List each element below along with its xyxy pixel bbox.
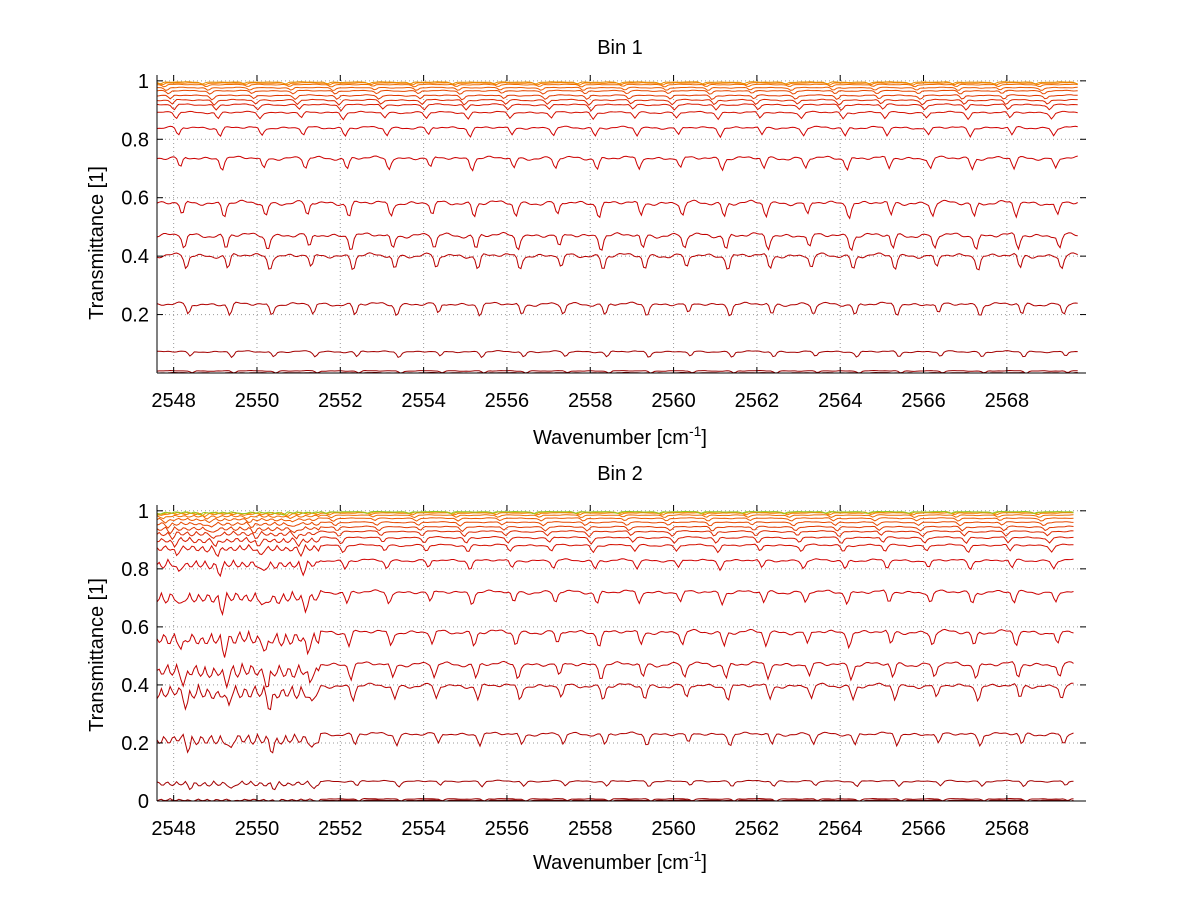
x-axis-label: Wavenumber [cm-1]: [533, 848, 707, 874]
series-line: [156, 535, 1074, 548]
y-axis-label: Transmittance [1]: [86, 166, 108, 320]
x-tick-label: 2552: [318, 818, 363, 840]
series-line: [156, 301, 1078, 317]
series-line: [156, 628, 1074, 658]
series-line: [156, 369, 1078, 374]
x-axis-label: Wavenumber [cm-1]: [533, 423, 707, 449]
x-tick-label: 2558: [568, 818, 613, 840]
series-line: [156, 779, 1074, 791]
series-line: [156, 525, 1074, 535]
series-line: [156, 155, 1078, 172]
x-tick-label: 2568: [985, 818, 1030, 840]
x-tick-label: 2564: [818, 818, 863, 840]
chart-title: Bin 2: [597, 463, 643, 485]
x-tick-label: 2552: [318, 390, 363, 412]
x-tick-label: 2556: [485, 818, 530, 840]
series-line: [156, 660, 1074, 690]
x-tick-label: 2550: [235, 818, 280, 840]
series-line: [156, 125, 1078, 139]
x-tick-label: 2564: [818, 390, 863, 412]
y-tick-label: 0.6: [121, 188, 149, 210]
chart-panel-bin-2: Bin 2 Transmittance [1] Wavenumber [cm-1…: [86, 463, 1086, 874]
x-tick-label: 2548: [151, 390, 196, 412]
x-tick-label: 2560: [651, 390, 696, 412]
y-tick-label: 0: [138, 791, 149, 813]
series-line: [156, 514, 1074, 520]
x-tick-label: 2554: [401, 390, 446, 412]
y-tick-label: 1: [138, 501, 149, 523]
x-tick-label: 2568: [985, 390, 1030, 412]
y-tick-label: 0.8: [121, 559, 149, 581]
x-tick-label: 2556: [485, 390, 530, 412]
y-axis-label: Transmittance [1]: [86, 578, 108, 732]
y-tick-label: 0.4: [121, 675, 149, 697]
series-line: [156, 510, 1074, 516]
series-line: [156, 94, 1078, 101]
series-line: [156, 558, 1074, 578]
y-tick-label: 0.8: [121, 129, 149, 151]
series-line: [156, 521, 1074, 529]
series-line: [156, 231, 1078, 252]
x-tick-label: 2548: [151, 818, 196, 840]
x-tick-label: 2560: [651, 818, 696, 840]
x-tick-label: 2562: [735, 390, 780, 412]
x-tick-label: 2566: [901, 818, 946, 840]
series-line: [157, 86, 1078, 91]
x-tick-label: 2554: [401, 818, 446, 840]
series-line: [156, 731, 1074, 754]
chart-panel-bin-1: Bin 1 Transmittance [1] Wavenumber [cm-1…: [86, 37, 1086, 449]
series-line: [156, 682, 1074, 711]
x-tick-label: 2562: [735, 818, 780, 840]
series-line: [156, 543, 1074, 558]
series-line: [156, 350, 1078, 359]
chart-title: Bin 1: [597, 37, 643, 59]
series-line: [156, 530, 1074, 541]
y-tick-label: 0.2: [121, 733, 149, 755]
x-tick-label: 2550: [235, 390, 280, 412]
series-line: [157, 110, 1078, 121]
series-line: [156, 103, 1078, 112]
y-tick-label: 0.6: [121, 617, 149, 639]
y-tick-label: 0.4: [121, 246, 149, 268]
x-tick-label: 2558: [568, 390, 613, 412]
y-tick-label: 1: [138, 71, 149, 93]
series-line: [156, 199, 1078, 220]
series-line: [156, 98, 1078, 106]
series-line: [156, 589, 1074, 617]
series-line: [156, 797, 1074, 802]
series-line: [156, 83, 1078, 88]
series-line: [156, 81, 1078, 85]
series-line: [156, 252, 1078, 271]
y-tick-label: 0.2: [121, 305, 149, 327]
series-line: [156, 89, 1078, 95]
x-tick-label: 2566: [901, 390, 946, 412]
series-line: [156, 517, 1074, 524]
